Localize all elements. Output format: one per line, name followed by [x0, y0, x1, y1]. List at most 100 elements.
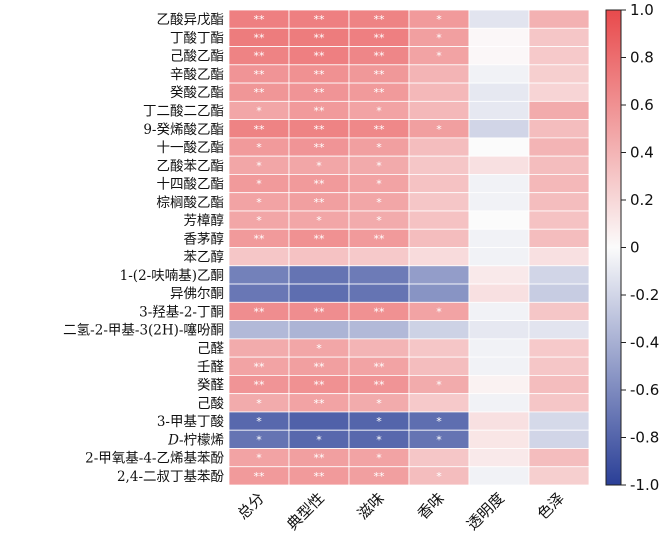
heatmap-cell	[468, 64, 530, 84]
colorbar-tick-label: 0.6	[630, 96, 654, 114]
significance-marker: *	[436, 123, 442, 136]
significance-marker: *	[376, 196, 382, 209]
significance-marker: *	[256, 196, 262, 209]
significance-markers: ** ** ** *** ** ** *** ** ** *** ** **** ** *** ** *** *…	[254, 13, 443, 483]
heatmap-cell	[468, 393, 530, 413]
heatmap-cell	[528, 320, 590, 340]
significance-marker: *	[256, 104, 262, 117]
heatmap-cell	[468, 301, 530, 321]
heatmap-cell	[468, 448, 530, 468]
significance-marker: *	[436, 470, 442, 483]
colorbar-tick-label: -0.2	[630, 286, 659, 304]
row-label: D-柠檬烯	[167, 432, 224, 448]
row-label: 己酸乙酯	[170, 49, 224, 65]
significance-marker: *	[436, 13, 442, 26]
significance-marker: *	[256, 433, 262, 446]
heatmap-cell	[408, 192, 470, 212]
significance-marker: **	[374, 68, 386, 81]
significance-marker: **	[314, 196, 326, 209]
significance-marker: **	[314, 232, 326, 245]
column-label: 滋味	[354, 489, 388, 523]
heatmap-cells	[228, 9, 590, 486]
heatmap-cell	[408, 320, 470, 340]
colorbar-tick-label: 0.8	[630, 49, 654, 67]
significance-marker: *	[376, 452, 382, 465]
significance-marker: **	[314, 68, 326, 81]
colorbar-tick-label: 0	[630, 239, 640, 257]
heatmap-cell	[468, 46, 530, 66]
heatmap-cell	[408, 247, 470, 267]
significance-marker: **	[314, 31, 326, 44]
heatmap-cell	[468, 247, 530, 267]
row-label: 己醛	[197, 341, 224, 357]
heatmap-cell	[468, 283, 530, 303]
heatmap-cell	[528, 82, 590, 102]
significance-marker: *	[376, 104, 382, 117]
heatmap-cell	[288, 283, 350, 303]
significance-marker: *	[376, 141, 382, 154]
row-label: 乙酸异戊酯	[157, 12, 225, 28]
row-label: 棕榈酸乙酯	[157, 195, 225, 211]
significance-marker: *	[436, 379, 442, 392]
heatmap-cell	[468, 9, 530, 29]
heatmap-cell	[408, 338, 470, 358]
heatmap-cell	[348, 338, 410, 358]
row-label: 香茅醇	[184, 230, 225, 247]
heatmap-cell	[348, 265, 410, 285]
significance-marker: *	[256, 415, 262, 428]
heatmap-cell	[288, 320, 350, 340]
colorbar-gradient	[605, 9, 622, 486]
heatmap-cell	[288, 247, 350, 267]
significance-marker: **	[254, 13, 266, 26]
significance-marker: **	[254, 50, 266, 63]
heatmap-cell	[408, 174, 470, 194]
row-label: 3-羟基-2-丁酮	[139, 303, 224, 320]
significance-marker: *	[256, 141, 262, 154]
significance-marker: *	[256, 397, 262, 410]
row-label: 壬醛	[197, 359, 224, 375]
heatmap-cell	[468, 228, 530, 248]
row-label: 2,4-二叔丁基苯酚	[117, 468, 225, 485]
significance-marker: **	[314, 50, 326, 63]
heatmap-cell	[528, 338, 590, 358]
heatmap-cell	[468, 338, 530, 358]
significance-marker: *	[376, 415, 382, 428]
heatmap-cell	[528, 301, 590, 321]
row-label: 癸酸乙酯	[170, 85, 224, 101]
significance-marker: **	[314, 141, 326, 154]
heatmap-cell	[348, 247, 410, 267]
heatmap-cell	[468, 374, 530, 395]
significance-marker: **	[314, 397, 326, 410]
heatmap-cell	[528, 46, 590, 66]
significance-marker: **	[254, 86, 266, 99]
significance-marker: *	[256, 178, 262, 191]
heatmap-cell	[468, 210, 530, 230]
heatmap-cell	[528, 228, 590, 248]
colorbar-tick-label: 0.2	[630, 191, 654, 209]
significance-marker: *	[316, 159, 322, 172]
significance-marker: *	[376, 178, 382, 191]
heatmap-cell	[408, 356, 470, 376]
significance-marker: **	[374, 379, 386, 392]
significance-marker: **	[314, 305, 326, 318]
row-label: 异佛尔酮	[170, 286, 224, 302]
column-label: 典型性	[283, 489, 328, 534]
heatmap-cell	[528, 64, 590, 84]
heatmap-cell	[528, 27, 590, 47]
row-label: 芳樟醇	[184, 212, 225, 229]
significance-marker: **	[314, 379, 326, 392]
heatmap-cell	[408, 137, 470, 157]
row-label: 苯乙醇	[184, 249, 225, 266]
heatmap-cell	[228, 320, 290, 340]
significance-marker: *	[436, 31, 442, 44]
heatmap-cell	[408, 64, 470, 84]
heatmap-cell	[288, 411, 350, 431]
significance-marker: **	[314, 13, 326, 26]
heatmap-cell	[528, 429, 590, 449]
row-label: 十一酸乙酯	[157, 140, 225, 156]
significance-marker: *	[256, 159, 262, 172]
heatmap-cell	[468, 155, 530, 175]
significance-marker: *	[316, 342, 322, 355]
